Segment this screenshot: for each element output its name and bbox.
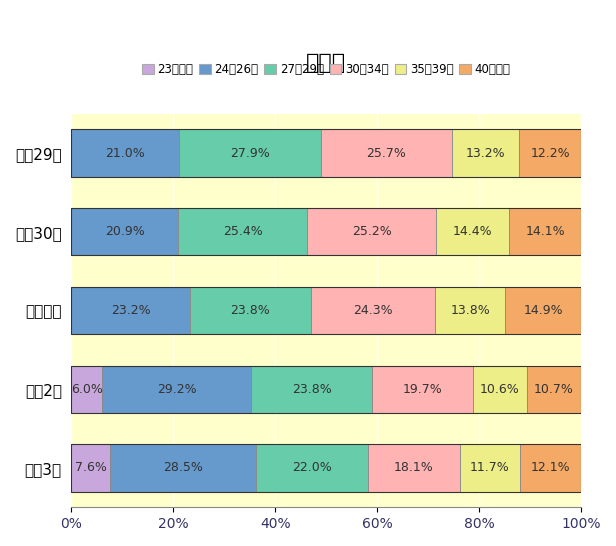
Text: 25.4%: 25.4%: [223, 225, 262, 238]
Bar: [519, 444, 582, 491]
Text: 19.7%: 19.7%: [403, 383, 442, 396]
Bar: [71, 287, 190, 334]
Bar: [307, 208, 436, 256]
Bar: [71, 129, 582, 177]
Bar: [71, 444, 110, 491]
Text: 13.8%: 13.8%: [450, 304, 490, 317]
Bar: [71, 129, 179, 177]
Title: 年齢別: 年齢別: [306, 53, 346, 73]
Bar: [509, 208, 582, 256]
Bar: [110, 444, 256, 491]
Text: 14.4%: 14.4%: [453, 225, 492, 238]
Bar: [452, 129, 519, 177]
Bar: [71, 366, 582, 413]
Text: 10.6%: 10.6%: [480, 383, 519, 396]
Text: 6.0%: 6.0%: [71, 383, 103, 396]
Text: 12.1%: 12.1%: [530, 461, 570, 474]
Bar: [71, 208, 582, 256]
Bar: [256, 444, 368, 491]
Text: 25.7%: 25.7%: [367, 146, 406, 159]
Bar: [71, 444, 582, 491]
Bar: [251, 366, 372, 413]
Text: 18.1%: 18.1%: [394, 461, 434, 474]
Bar: [505, 287, 582, 334]
Bar: [178, 208, 307, 256]
Text: 28.5%: 28.5%: [163, 461, 203, 474]
Text: 23.8%: 23.8%: [230, 304, 270, 317]
Bar: [321, 129, 452, 177]
Bar: [179, 129, 321, 177]
Bar: [102, 366, 251, 413]
Text: 14.9%: 14.9%: [524, 304, 563, 317]
Bar: [372, 366, 472, 413]
Bar: [71, 366, 102, 413]
Text: 7.6%: 7.6%: [75, 461, 107, 474]
Text: 13.2%: 13.2%: [466, 146, 505, 159]
Text: 25.2%: 25.2%: [352, 225, 392, 238]
Text: 21.0%: 21.0%: [105, 146, 145, 159]
Text: 29.2%: 29.2%: [156, 383, 197, 396]
Bar: [436, 208, 509, 256]
Bar: [368, 444, 460, 491]
Text: 23.8%: 23.8%: [292, 383, 331, 396]
Text: 27.9%: 27.9%: [230, 146, 270, 159]
Text: 20.9%: 20.9%: [105, 225, 145, 238]
Bar: [71, 208, 178, 256]
Bar: [311, 287, 435, 334]
Text: 10.7%: 10.7%: [534, 383, 574, 396]
Text: 11.7%: 11.7%: [470, 461, 509, 474]
Bar: [472, 366, 527, 413]
Text: 23.2%: 23.2%: [111, 304, 150, 317]
Legend: 23才以下, 24〜26才, 27〜29才, 30〜34才, 35〜39才, 40才以上: 23才以下, 24〜26才, 27〜29才, 30〜34才, 35〜39才, 4…: [137, 58, 516, 81]
Bar: [519, 129, 582, 177]
Bar: [190, 287, 311, 334]
Bar: [460, 444, 519, 491]
Text: 22.0%: 22.0%: [292, 461, 331, 474]
Text: 24.3%: 24.3%: [353, 304, 393, 317]
Bar: [71, 287, 582, 334]
Text: 14.1%: 14.1%: [525, 225, 565, 238]
Text: 12.2%: 12.2%: [530, 146, 570, 159]
Bar: [527, 366, 582, 413]
Bar: [435, 287, 505, 334]
